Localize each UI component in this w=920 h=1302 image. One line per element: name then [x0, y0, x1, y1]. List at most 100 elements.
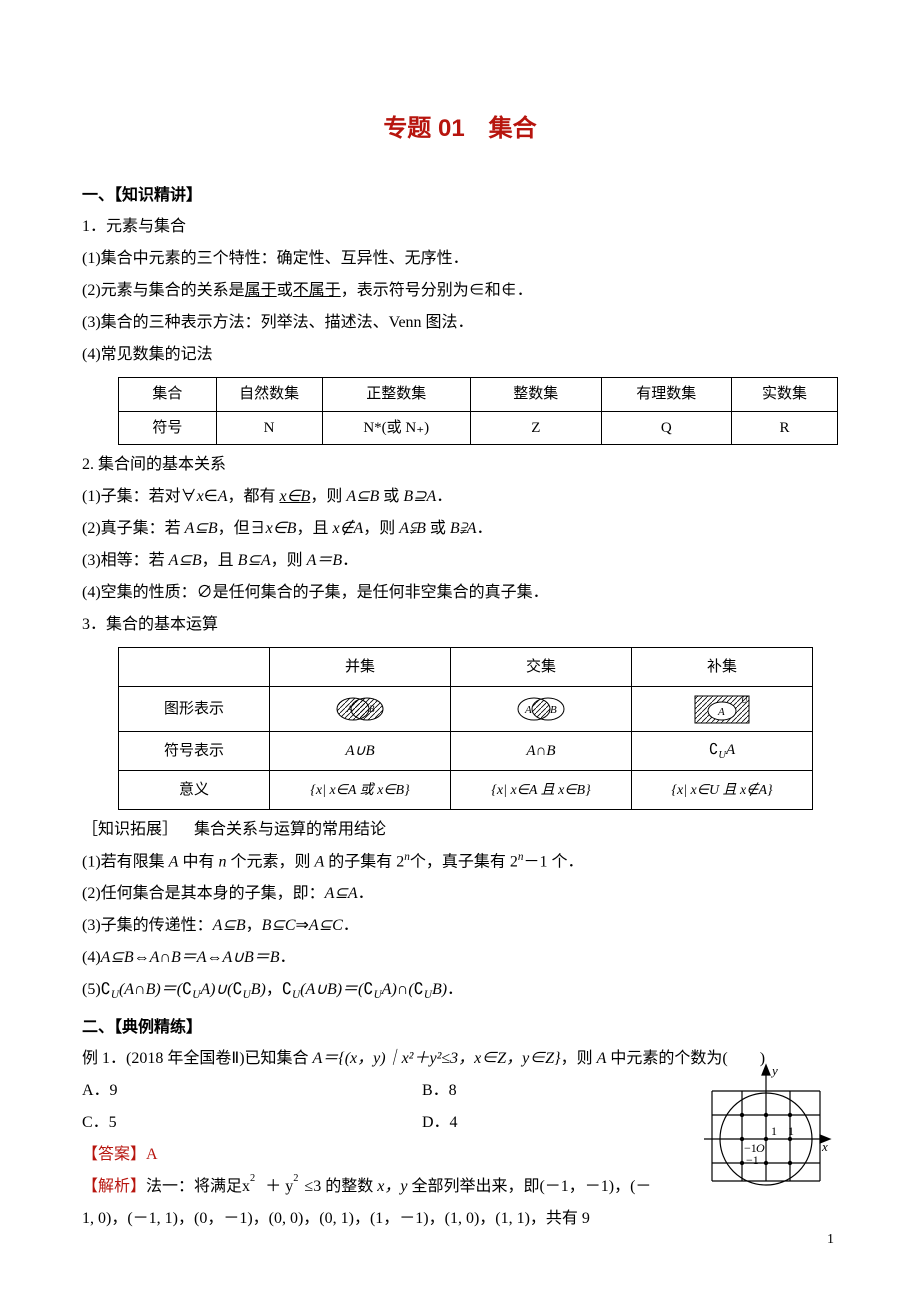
ext-head: ［知识拓展］ 集合关系与运算的常用结论 — [82, 814, 838, 846]
svg-text:B: B — [550, 704, 557, 716]
expr: A⊆B — [185, 520, 218, 537]
cell: N — [216, 411, 322, 445]
t: (2)真子集：若 — [82, 520, 185, 537]
opt-d: D．4 — [422, 1107, 458, 1139]
expr: B⊇A — [403, 488, 436, 505]
cell: 并集 — [270, 648, 451, 687]
cell: 图形表示 — [119, 687, 270, 732]
vars: x，y — [377, 1178, 407, 1195]
t: (3)相等：若 — [82, 552, 169, 569]
t: (1)子集：若对∀ — [82, 488, 197, 505]
x-axis-label: x — [821, 1139, 828, 1154]
cell: {x| x∈A 且 x∈B} — [451, 771, 632, 810]
number-sets-table: 集合 自然数集 正整数集 整数集 有理数集 实数集 符号 N N*(或 N₊) … — [118, 377, 838, 445]
t: ， — [246, 917, 262, 934]
cell: A∪B — [270, 732, 451, 771]
expr: A＝B — [307, 552, 343, 569]
cell: 实数集 — [732, 378, 838, 412]
t: ，且 — [202, 552, 238, 569]
var: A — [218, 488, 228, 505]
opt-b: B．8 — [422, 1075, 457, 1107]
table-row: 意义 {x| x∈A 或 x∈B} {x| x∈A 且 x∈B} {x| x∈U… — [119, 771, 813, 810]
t: ，但∃ — [218, 520, 266, 537]
cell: 补集 — [632, 648, 813, 687]
y-axis-label: y — [770, 1063, 778, 1078]
s2-h: 2. 集合间的基本关系 — [82, 449, 838, 481]
one-x: 1 — [788, 1124, 794, 1138]
svg-text:A: A — [524, 704, 532, 716]
t: ，则 — [561, 1050, 597, 1067]
t: ． — [343, 917, 359, 934]
t: 全部列举出来，即(－1，－1)，(－ — [407, 1178, 651, 1195]
expr: x∉A — [332, 520, 363, 537]
t: ． — [477, 520, 493, 537]
t: (1)若有限集 — [82, 853, 169, 870]
ext-5: (5)∁U(A∩B)＝(∁UA)∪(∁UB)，∁U(A∪B)＝(∁UA)∩(∁U… — [82, 974, 838, 1007]
table-row: 符号 N N*(或 N₊) Z Q R — [119, 411, 838, 445]
cell: R — [732, 411, 838, 445]
t: ． — [280, 949, 296, 966]
s1-l1: (1)集合中元素的三个特性：确定性、互异性、无序性． — [82, 243, 838, 275]
expr: A⊆C — [309, 917, 343, 934]
opt-a: A．9 — [82, 1075, 422, 1107]
cell: A∩B — [451, 732, 632, 771]
section-2-head: 二、【典例精练】 — [82, 1013, 838, 1037]
var: A — [314, 853, 324, 870]
t: ⇔ — [134, 949, 150, 966]
t: 个，真子集有 2 — [410, 853, 518, 870]
cell: 符号 — [119, 411, 217, 445]
t: ． — [342, 552, 358, 569]
svg-text:U: U — [741, 695, 748, 705]
cell: 集合 — [119, 378, 217, 412]
t: 或 — [277, 282, 293, 299]
s1-l3: (3)集合的三种表示方法：列举法、描述法、Venn 图法． — [82, 307, 838, 339]
t: ，表示符号分别为∈和∉． — [341, 282, 533, 299]
expr: A⫋B — [399, 520, 426, 537]
expr: B⫌A — [450, 520, 477, 537]
section-1-head: 一、【知识精讲】 — [82, 181, 838, 205]
t: (2)元素与集合的关系是 — [82, 282, 245, 299]
lattice-figure: y x 1 −1 −1 1 O — [700, 1061, 832, 1198]
cell: Q — [601, 411, 732, 445]
expr: A⊆B — [169, 552, 202, 569]
t: ． — [447, 981, 463, 998]
venn-intersection-icon: A B — [451, 687, 632, 732]
expr: A⊆B — [101, 949, 134, 966]
t: 的子集有 2 — [324, 853, 404, 870]
s1-l2: (2)元素与集合的关系是属于或不属于，表示符号分别为∈和∉． — [82, 275, 838, 307]
cell: {x| x∈A 或 x∈B} — [270, 771, 451, 810]
cell: 有理数集 — [601, 378, 732, 412]
s2-l1: (1)子集：若对∀x∈A，都有 x∈B，则 A⊆B 或 B⊇A． — [82, 481, 838, 513]
table-row: 集合 自然数集 正整数集 整数集 有理数集 实数集 — [119, 378, 838, 412]
svg-text:A: A — [346, 704, 353, 714]
cell: 意义 — [119, 771, 270, 810]
venn-union-icon: A B — [270, 687, 451, 732]
ext-3: (3)子集的传递性：A⊆B，B⊆C⇒A⊆C． — [82, 910, 838, 942]
cell: N*(或 N₊) — [322, 411, 471, 445]
t: ⇒ — [296, 917, 309, 934]
negone-y: −1 — [746, 1153, 759, 1167]
answer-value: A — [146, 1146, 158, 1163]
cell: {x| x∈U 且 x∉A} — [632, 771, 813, 810]
u: 属于 — [245, 282, 277, 299]
expr: A＝{(x，y)｜x²＋y²≤3，x∈Z，y∈Z} — [313, 1050, 561, 1067]
page-number: 1 — [827, 1232, 834, 1248]
cell: 整数集 — [471, 378, 602, 412]
one-label: 1 — [771, 1124, 777, 1138]
s3-h: 3．集合的基本运算 — [82, 609, 838, 641]
t: (2)任何集合是其本身的子集，即： — [82, 885, 325, 902]
solution-label: 【解析】 — [82, 1178, 146, 1195]
t: ， — [266, 981, 282, 998]
table-row: 符号表示 A∪B A∩B ∁UA — [119, 732, 813, 771]
svg-text:A: A — [717, 706, 725, 718]
t: ． — [358, 885, 374, 902]
venn-complement-icon: A U — [632, 687, 813, 732]
t: (3)子集的传递性： — [82, 917, 213, 934]
t: 或 — [426, 520, 450, 537]
s1-l4: (4)常见数集的记法 — [82, 339, 838, 371]
table-row: 图形表示 A B — [119, 687, 813, 732]
solution-line-2: 1, 0)，(－1, 1)，(0，－1)，(0, 0)，(0, 1)，(1，－1… — [82, 1203, 838, 1235]
t: ，都有 — [228, 488, 280, 505]
expr: x∈B — [266, 520, 297, 537]
t: 例 1．(2018 年全国卷Ⅱ)已知集合 — [82, 1050, 313, 1067]
